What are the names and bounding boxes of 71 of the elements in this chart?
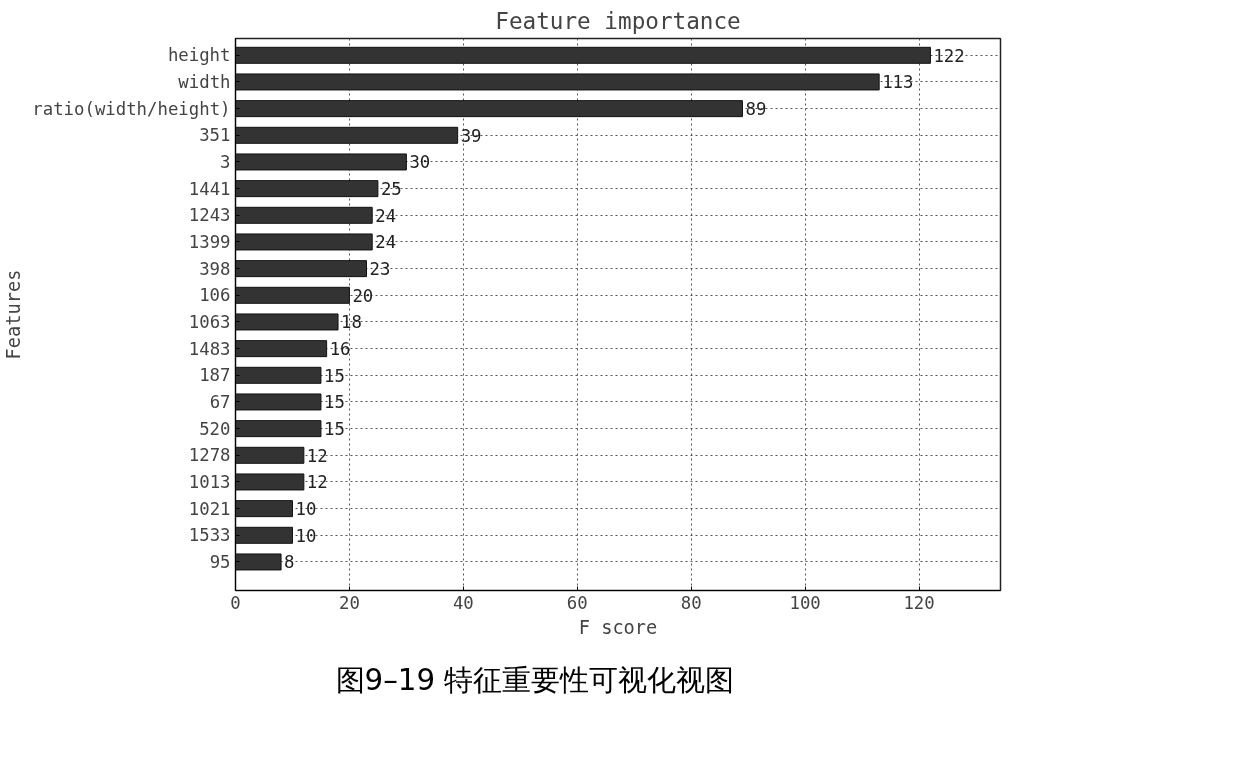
bar xyxy=(235,100,743,118)
bar xyxy=(235,340,328,358)
y-tick-label: 1243 xyxy=(188,205,231,226)
data-label: 122 xyxy=(933,45,965,66)
bar xyxy=(235,500,293,518)
bar xyxy=(235,206,373,224)
y-tick-label: 67 xyxy=(209,391,231,412)
y-tick-label: height xyxy=(167,45,231,66)
y-tick-label: ratio(width/height) xyxy=(32,98,231,119)
bar xyxy=(235,446,305,464)
data-label: 15 xyxy=(323,392,345,413)
bar xyxy=(235,260,368,278)
data-label: 25 xyxy=(380,179,402,200)
data-label: 24 xyxy=(375,232,397,253)
y-tick-label: 95 xyxy=(209,551,231,572)
data-label: 18 xyxy=(341,312,362,333)
data-label: 12 xyxy=(306,445,328,466)
data-label: 20 xyxy=(352,285,374,306)
y-tick-label: 1063 xyxy=(188,311,231,332)
y-tick-label: 1441 xyxy=(188,178,231,199)
data-label: 89 xyxy=(745,99,767,120)
data-label: 24 xyxy=(375,205,397,226)
bar xyxy=(235,313,339,331)
x-tick-label: 40 xyxy=(452,592,474,613)
y-tick-label: 187 xyxy=(199,365,231,386)
data-label: 10 xyxy=(295,525,317,546)
data-label: 15 xyxy=(323,365,345,386)
x-tick-label: 60 xyxy=(566,592,588,613)
x-axis-title: F score xyxy=(578,616,658,638)
y-tick-label: 398 xyxy=(199,258,231,279)
x-tick-label: 100 xyxy=(789,592,821,613)
y-tick-label: 1399 xyxy=(188,231,231,252)
y-tick-label: 520 xyxy=(199,418,231,439)
x-tick-label: 0 xyxy=(230,592,241,613)
caption: 图9–19 特征重要性可视化视图 xyxy=(335,662,735,699)
bar xyxy=(235,526,293,544)
x-tick-label: 80 xyxy=(680,592,702,613)
y-tick-label: 1278 xyxy=(188,445,231,466)
bar xyxy=(235,46,931,64)
y-tick-label: 1483 xyxy=(188,338,231,359)
data-label: 15 xyxy=(323,419,345,440)
bar xyxy=(235,126,459,144)
bar xyxy=(235,473,305,491)
x-tick-label: 120 xyxy=(903,592,935,613)
data-label: 16 xyxy=(329,339,351,360)
bar xyxy=(235,553,282,571)
y-tick-label: 1013 xyxy=(188,471,231,492)
bar xyxy=(235,180,379,198)
chart-title: Feature importance xyxy=(495,7,741,34)
data-label: 39 xyxy=(460,125,482,146)
y-tick-label: width xyxy=(178,71,231,92)
data-label: 8 xyxy=(284,552,295,573)
y-tick-label: 1533 xyxy=(188,525,231,546)
data-label: 23 xyxy=(369,259,391,280)
y-tick-label: 3 xyxy=(220,151,231,172)
bar xyxy=(235,233,373,251)
bar xyxy=(235,73,880,91)
bar xyxy=(235,286,350,304)
data-label: 113 xyxy=(882,72,914,93)
y-tick-label: 1021 xyxy=(188,498,231,519)
y-tick-label: 351 xyxy=(199,125,231,146)
bar xyxy=(235,153,407,171)
bar xyxy=(235,420,322,438)
data-label: 12 xyxy=(306,472,328,493)
y-axis-title: Features xyxy=(3,269,25,360)
x-tick-label: 20 xyxy=(338,592,360,613)
data-label: 10 xyxy=(295,499,317,520)
data-label: 30 xyxy=(409,152,431,173)
bar xyxy=(235,366,322,384)
y-tick-label: 106 xyxy=(199,285,231,306)
bar xyxy=(235,393,322,411)
